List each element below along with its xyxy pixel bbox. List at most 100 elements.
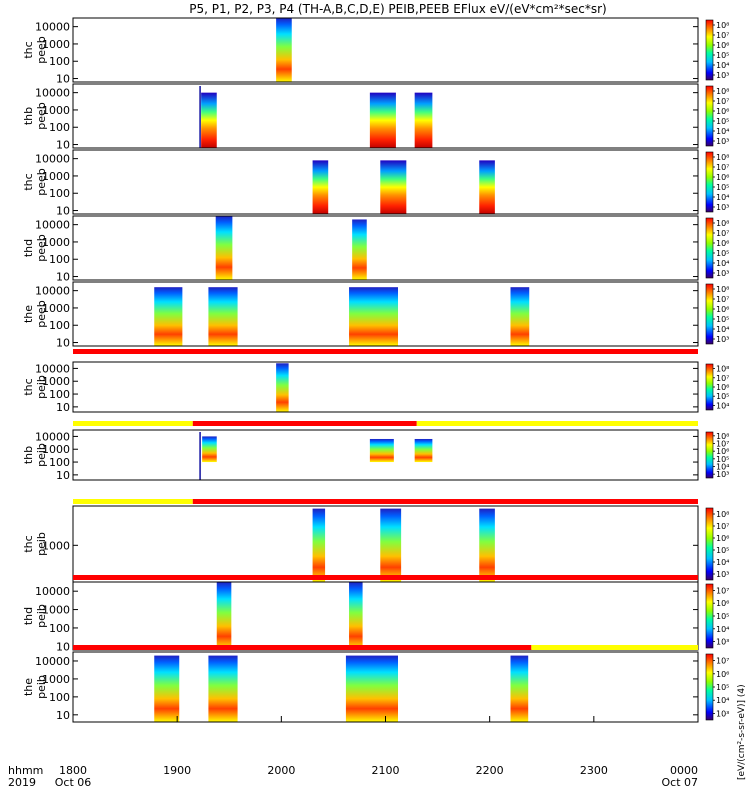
colorbar-tick-label: 10⁷ (716, 97, 729, 106)
colorbar-tick-label: 10³ (716, 203, 729, 212)
spectrogram-block (154, 287, 183, 346)
colorbar (705, 583, 714, 649)
status-bar-segment (531, 645, 698, 650)
panel-label-product: peeb (35, 36, 48, 64)
colorbar-tick-label: 10⁶ (716, 41, 729, 50)
x-tick-label: 2100 (372, 764, 400, 777)
status-bar-segment (73, 499, 193, 504)
panel-label-probe: the (22, 305, 35, 323)
y-tick-label: 100 (49, 187, 70, 200)
colorbar-tick-label: 10⁵ (716, 249, 729, 258)
y-tick-label: 100 (49, 253, 70, 266)
spectrogram-block (369, 92, 396, 148)
y-tick-label: 10000 (35, 285, 70, 298)
colorbar-tick-label: 10⁶ (716, 383, 729, 392)
y-tick-label: 10 (56, 337, 70, 350)
colorbar-tick-label: 10⁷ (716, 295, 729, 304)
y-tick-label: 100 (49, 622, 70, 635)
x-units-label: hhmm (8, 764, 43, 777)
y-tick-label: 1000 (42, 673, 70, 686)
status-bar-segment (192, 499, 698, 504)
status-bar-segment (73, 645, 532, 650)
spectrogram-block (202, 436, 217, 463)
chart-title: P5, P1, P2, P3, P4 (TH-A,B,C,D,E) PEIB,P… (189, 2, 606, 16)
colorbar-tick-label: 10⁸ (716, 21, 729, 30)
colorbar-tick-label: 10³ (716, 709, 729, 718)
y-tick-label: 1000 (42, 104, 70, 117)
colorbar-tick-label: 10⁶ (716, 534, 729, 543)
colorbar-tick-label: 10⁵ (716, 51, 729, 60)
y-tick-label: 100 (49, 121, 70, 134)
spectrogram-block (369, 438, 394, 463)
colorbar-tick-label: 10⁸ (716, 153, 729, 162)
status-bar-segment (192, 421, 417, 426)
colorbar (705, 217, 714, 279)
colorbar-tick-label: 10⁷ (716, 586, 729, 595)
x-tick-date: Oct 06 (55, 776, 92, 789)
colorbar-tick-label: 10⁴ (716, 259, 729, 268)
y-tick-label: 1000 (42, 604, 70, 617)
spectrogram-block (352, 219, 367, 280)
panel-label-probe: thb (22, 107, 35, 125)
spectrogram-block (414, 92, 433, 148)
colorbar-tick-label: 10⁶ (716, 305, 729, 314)
colorbar-unit-label: [eV/(cm²-s-sr-eV)] (4) (737, 684, 747, 780)
y-tick-label: 10000 (35, 219, 70, 232)
spectrogram-block (380, 508, 402, 582)
spectrogram-block (276, 363, 289, 412)
colorbar-tick-label: 10⁸ (716, 432, 729, 441)
colorbar-tick-label: 10⁸ (716, 365, 729, 374)
spectrogram-block (208, 655, 238, 722)
colorbar-tick-label: 10⁶ (716, 447, 729, 456)
colorbar-tick-label: 10⁷ (716, 440, 729, 449)
colorbar-tick-label: 10³ (716, 638, 729, 647)
y-tick-label: 10 (56, 709, 70, 722)
colorbar-tick-label: 10⁵ (716, 392, 729, 401)
y-tick-label: 10 (56, 401, 70, 414)
colorbar (705, 19, 714, 81)
y-tick-label: 10000 (35, 430, 70, 443)
panel-label-probe: thc (22, 378, 35, 395)
y-tick-label: 1000 (42, 443, 70, 456)
y-tick-label: 10000 (35, 153, 70, 166)
colorbar-tick-label: 10⁴ (716, 193, 729, 202)
colorbar-tick-label: 10⁴ (716, 325, 729, 334)
panel-frame (72, 429, 699, 481)
panel-label-product: peib (35, 532, 48, 556)
y-tick-label: 100 (49, 456, 70, 469)
panel-label-product: peib (35, 675, 48, 699)
y-tick-label: 10 (56, 73, 70, 86)
colorbar-tick-label: 10³ (716, 71, 729, 80)
x-tick-date: Oct 07 (661, 776, 698, 789)
colorbar-tick-label: 10⁴ (716, 696, 729, 705)
panel-label-probe: the (22, 678, 35, 696)
colorbar-tick-label: 10⁴ (716, 61, 729, 70)
status-bar-segment (73, 421, 193, 426)
spectrogram-block (216, 582, 232, 650)
colorbar-tick-label: 10⁴ (716, 401, 729, 410)
x-tick-label: 2300 (580, 764, 608, 777)
spectrogram-block (312, 160, 329, 214)
colorbar (705, 431, 714, 479)
panel-label-product: peib (35, 604, 48, 628)
y-tick-label: 10 (56, 139, 70, 152)
spectrogram-block (479, 160, 495, 214)
x-tick-label: 1900 (163, 764, 191, 777)
panel-label-product: peeb (35, 102, 48, 130)
y-tick-label: 100 (49, 691, 70, 704)
panel-frame (72, 215, 699, 281)
y-tick-label: 1000 (42, 38, 70, 51)
spectrogram-block (380, 160, 407, 214)
colorbar-tick-label: 10³ (716, 335, 729, 344)
colorbar-tick-label: 10⁸ (716, 219, 729, 228)
colorbar-tick-label: 10⁴ (716, 625, 729, 634)
y-tick-label: 10 (56, 271, 70, 284)
colorbar-tick-label: 10⁶ (716, 599, 729, 608)
spectrogram-block (208, 287, 238, 346)
colorbar-tick-label: 10⁵ (716, 315, 729, 324)
